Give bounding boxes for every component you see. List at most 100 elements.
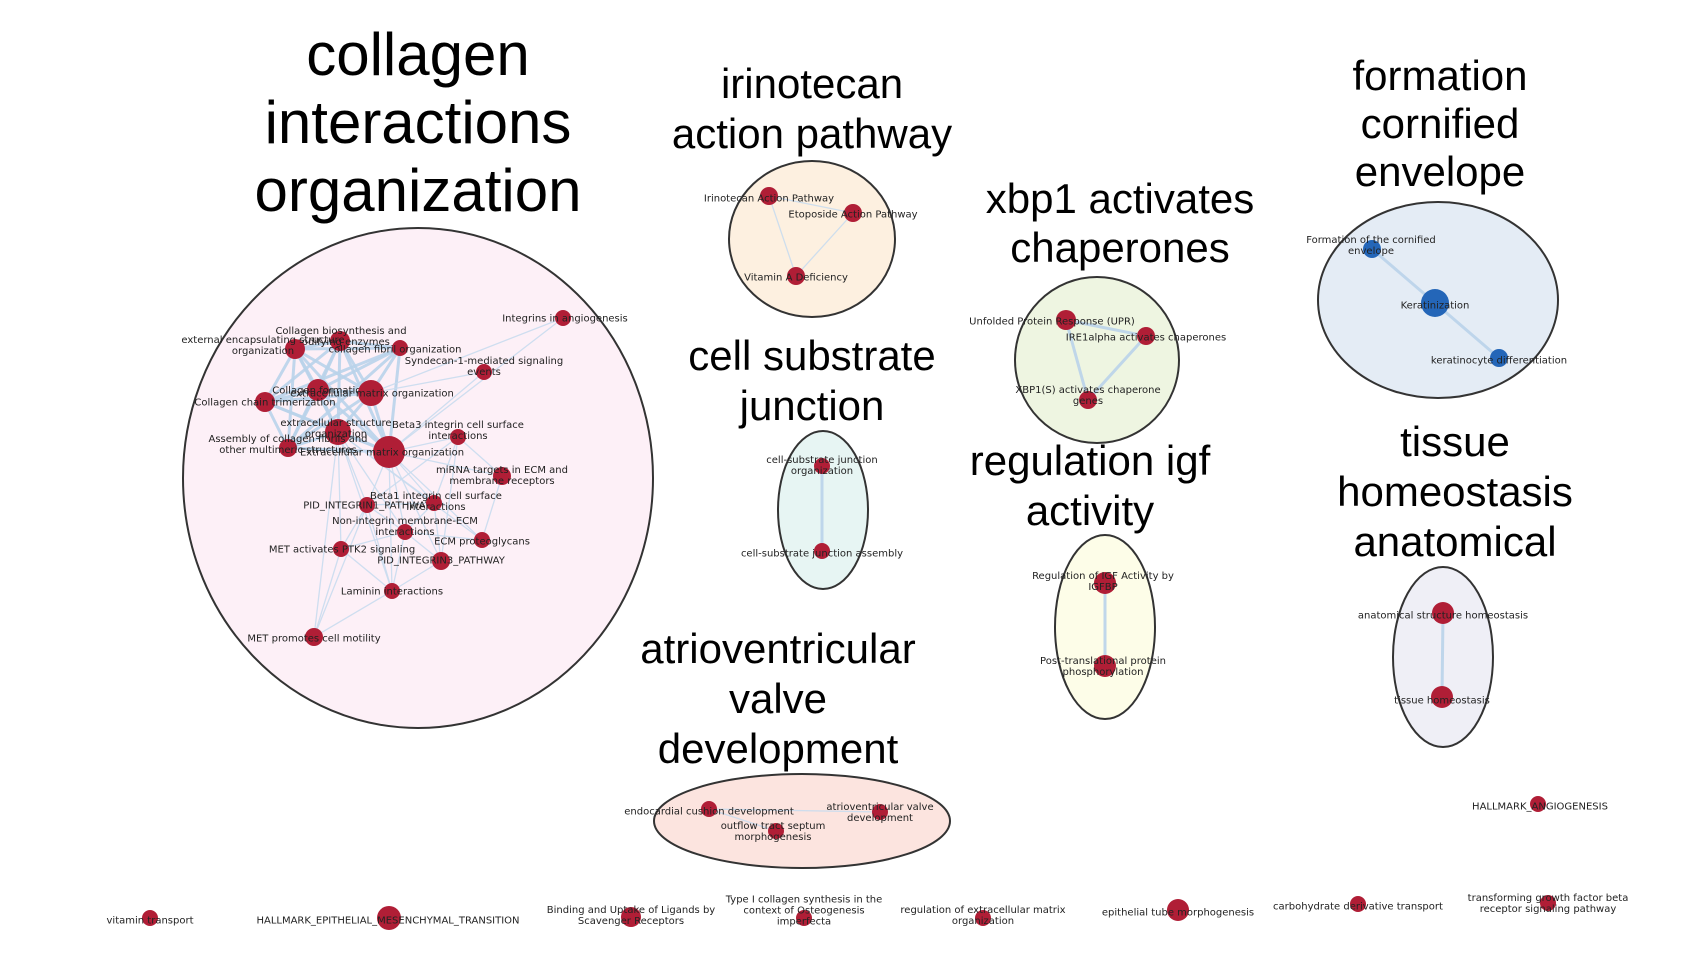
node-c18[interactable]: MET activates PTK2 signaling bbox=[269, 541, 415, 557]
node-b4[interactable]: Type I collagen synthesis in the context … bbox=[725, 895, 883, 928]
node-x1[interactable]: Unfolded Protein Response (UPR) bbox=[969, 310, 1135, 330]
node-circle[interactable] bbox=[255, 392, 275, 412]
node-circle[interactable] bbox=[760, 187, 778, 205]
node-circle[interactable] bbox=[392, 340, 408, 356]
node-circle[interactable] bbox=[377, 906, 401, 930]
node-circle[interactable] bbox=[305, 628, 323, 646]
node-circle[interactable] bbox=[555, 310, 571, 326]
node-c4[interactable]: collagen fibril organization bbox=[329, 340, 462, 356]
node-label-line: interactions bbox=[406, 502, 465, 513]
cluster-title-line: junction bbox=[738, 382, 885, 429]
node-c1[interactable]: Integrins in angiogenesis bbox=[502, 310, 628, 326]
node-c10[interactable]: Beta3 integrin cell surface interactions bbox=[392, 420, 524, 445]
node-circle[interactable] bbox=[432, 552, 450, 570]
node-a3[interactable]: outflow tract septum morphogenesis bbox=[721, 821, 826, 843]
node-i1[interactable]: Irinotecan Action Pathway bbox=[704, 187, 834, 205]
node-circle[interactable] bbox=[1094, 572, 1116, 594]
node-circle[interactable] bbox=[358, 380, 384, 406]
node-circle[interactable] bbox=[279, 439, 297, 457]
node-circle[interactable] bbox=[814, 458, 830, 474]
node-f1[interactable]: Formation of the cornified envelope bbox=[1306, 235, 1436, 258]
node-t2[interactable]: tissue homeostasis bbox=[1394, 686, 1490, 708]
node-s1[interactable]: cell-substrate junction organization bbox=[766, 455, 877, 477]
node-b7[interactable]: carbohydrate derivative transport bbox=[1273, 896, 1443, 913]
edge-c21-c9 bbox=[313, 431, 339, 638]
node-circle[interactable] bbox=[872, 804, 888, 820]
node-circle[interactable] bbox=[844, 204, 862, 222]
node-circle[interactable] bbox=[1056, 310, 1076, 330]
node-c20[interactable]: Laminin interactions bbox=[341, 583, 443, 599]
node-f2[interactable]: Keratinization bbox=[1401, 289, 1470, 317]
node-c13[interactable]: miRNA targets in ECM and membrane recepto… bbox=[436, 465, 568, 487]
node-b8[interactable]: transforming growth factor beta receptor … bbox=[1468, 893, 1629, 915]
node-circle[interactable] bbox=[768, 823, 784, 839]
node-circle[interactable] bbox=[1363, 240, 1381, 258]
node-g2[interactable]: Post-translational protein phosphorylatio… bbox=[1040, 655, 1166, 678]
node-c17[interactable]: ECM proteoglycans bbox=[434, 532, 530, 548]
node-circle[interactable] bbox=[787, 267, 805, 285]
node-circle[interactable] bbox=[397, 524, 413, 540]
node-c8[interactable]: Collagen chain trimerization bbox=[194, 392, 336, 412]
node-c7[interactable]: extracellular matrix organization bbox=[290, 380, 454, 406]
node-h1[interactable]: HALLMARK_ANGIOGENESIS bbox=[1472, 796, 1608, 813]
node-circle[interactable] bbox=[621, 907, 641, 927]
node-c2[interactable]: Collagen biosynthesis and modifying enzym… bbox=[275, 326, 407, 351]
node-circle[interactable] bbox=[1432, 602, 1454, 624]
node-circle[interactable] bbox=[307, 379, 329, 401]
node-b3[interactable]: Binding and Uptake of Ligands by Scavenge… bbox=[547, 905, 716, 927]
node-circle[interactable] bbox=[1530, 796, 1546, 812]
node-c12[interactable]: Extracellular matrix organization bbox=[300, 436, 464, 468]
node-c6[interactable]: Collagen formation bbox=[272, 379, 368, 401]
node-b2[interactable]: HALLMARK_EPITHELIAL_MESENCHYMAL_TRANSITI… bbox=[256, 906, 520, 930]
node-circle[interactable] bbox=[426, 495, 442, 511]
node-circle[interactable] bbox=[142, 910, 158, 926]
node-circle[interactable] bbox=[1421, 289, 1449, 317]
node-t1[interactable]: anatomical structure homeostasis bbox=[1358, 602, 1528, 624]
node-i3[interactable]: Vitamin A Deficiency bbox=[744, 267, 848, 285]
node-circle[interactable] bbox=[450, 429, 466, 445]
node-c3[interactable]: external encapsulating structure organiza… bbox=[181, 335, 345, 359]
node-circle[interactable] bbox=[359, 497, 375, 513]
node-c19[interactable]: PID_INTEGRIN3_PATHWAY bbox=[377, 552, 506, 570]
node-circle[interactable] bbox=[1350, 896, 1366, 912]
node-c21[interactable]: MET promotes cell motility bbox=[247, 628, 381, 646]
node-circle[interactable] bbox=[1490, 349, 1508, 367]
node-circle[interactable] bbox=[1094, 655, 1116, 677]
node-circle[interactable] bbox=[373, 436, 405, 468]
node-b6[interactable]: epithelial tube morphogenesis bbox=[1102, 899, 1254, 921]
node-a2[interactable]: atrioventricular valve development bbox=[826, 802, 933, 824]
node-s2[interactable]: cell-substrate junction assembly bbox=[741, 543, 903, 560]
node-c9[interactable]: extracellular structure organization bbox=[280, 418, 392, 445]
node-circle[interactable] bbox=[1137, 327, 1155, 345]
node-circle[interactable] bbox=[493, 467, 511, 485]
node-circle[interactable] bbox=[474, 532, 490, 548]
node-circle[interactable] bbox=[285, 339, 305, 359]
node-circle[interactable] bbox=[701, 801, 717, 817]
node-i2[interactable]: Etoposide Action Pathway bbox=[788, 204, 918, 222]
node-circle[interactable] bbox=[796, 910, 812, 926]
node-circle[interactable] bbox=[1167, 899, 1189, 921]
node-c11[interactable]: Assembly of collagen fibrils and other mu… bbox=[208, 434, 368, 457]
node-b1[interactable]: vitamin transport bbox=[107, 910, 194, 927]
node-circle[interactable] bbox=[1431, 686, 1453, 708]
node-circle[interactable] bbox=[814, 543, 830, 559]
node-g1[interactable]: Regulation of IGF Activity by IGFBP bbox=[1032, 571, 1174, 594]
node-circle[interactable] bbox=[325, 419, 351, 445]
node-a1[interactable]: endocardial cushion development bbox=[624, 801, 794, 818]
node-circle[interactable] bbox=[1540, 895, 1556, 911]
node-b5[interactable]: regulation of extracellular matrix organi… bbox=[900, 905, 1065, 927]
node-c14[interactable]: PID_INTEGRIN1_PATHWAY bbox=[303, 497, 432, 513]
node-circle[interactable] bbox=[384, 583, 400, 599]
node-f3[interactable]: keratinocyte differentiation bbox=[1431, 349, 1567, 367]
node-circle[interactable] bbox=[975, 910, 991, 926]
node-circle[interactable] bbox=[333, 541, 349, 557]
cluster-title-line: formation bbox=[1352, 52, 1527, 99]
node-c16[interactable]: Non-integrin membrane-ECM interactions bbox=[332, 516, 478, 540]
node-x2[interactable]: IRE1alpha activates chaperones bbox=[1066, 327, 1226, 345]
node-circle[interactable] bbox=[1079, 391, 1097, 409]
node-x3[interactable]: XBP1(S) activates chaperone genes bbox=[1015, 385, 1161, 409]
node-circle[interactable] bbox=[330, 331, 350, 351]
node-c5[interactable]: Syndecan-1-mediated signaling events bbox=[405, 356, 563, 380]
node-c15[interactable]: Beta1 integrin cell surface interactions bbox=[370, 491, 502, 513]
node-circle[interactable] bbox=[476, 364, 492, 380]
